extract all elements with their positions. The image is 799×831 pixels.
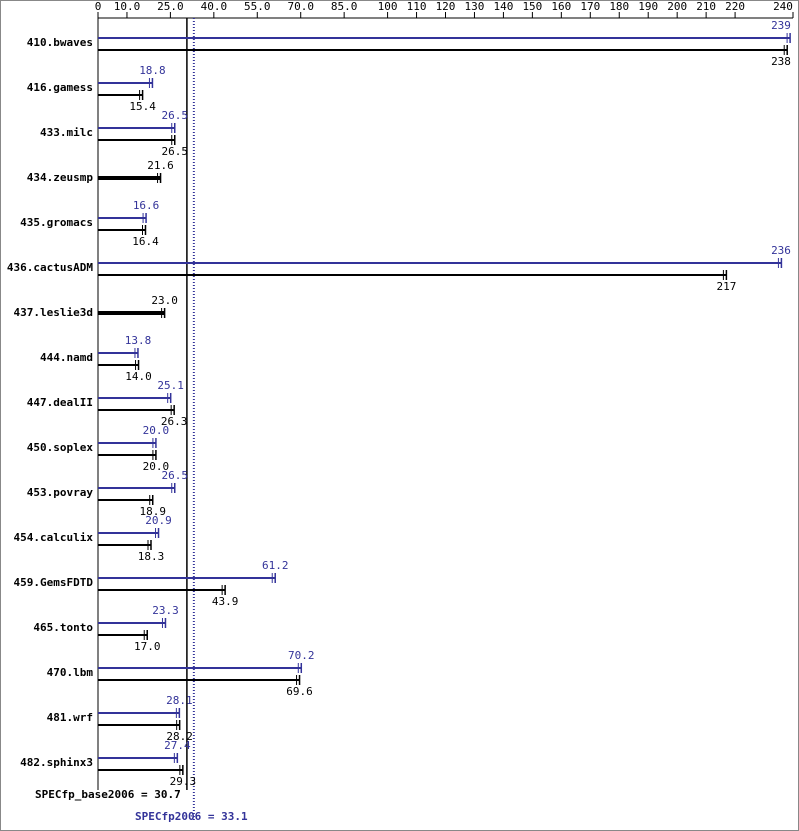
category-label: 447.dealII <box>27 396 93 409</box>
value-label: 20.9 <box>145 514 172 527</box>
category-label: 482.sphinx3 <box>20 756 93 769</box>
category-label: 454.calculix <box>14 531 94 544</box>
category-label: 416.gamess <box>27 81 93 94</box>
value-label: 13.8 <box>125 334 152 347</box>
value-label: 20.0 <box>143 424 170 437</box>
value-label: 14.0 <box>125 370 152 383</box>
category-label: 450.soplex <box>27 441 94 454</box>
value-label: 18.9 <box>139 505 166 518</box>
value-label: 43.9 <box>212 595 239 608</box>
value-label: 236 <box>771 244 791 257</box>
value-label: 26.5 <box>161 469 188 482</box>
x-tick-label: 160 <box>551 0 571 13</box>
category-label: 459.GemsFDTD <box>14 576 94 589</box>
x-tick-label: 130 <box>465 0 485 13</box>
x-tick-label: 190 <box>638 0 658 13</box>
x-tick-label: 140 <box>493 0 513 13</box>
category-label: 437.leslie3d <box>14 306 93 319</box>
x-tick-label: 210 <box>696 0 716 13</box>
category-label: 444.namd <box>40 351 93 364</box>
value-label: 18.8 <box>139 64 166 77</box>
x-tick-label: 40.0 <box>201 0 228 13</box>
x-tick-label: 10.0 <box>114 0 141 13</box>
x-tick-label: 85.0 <box>331 0 358 13</box>
value-label: 23.0 <box>151 294 178 307</box>
value-label: 26.5 <box>161 145 188 158</box>
category-label: 465.tonto <box>33 621 93 634</box>
value-label: 18.3 <box>138 550 165 563</box>
category-label: 436.cactusADM <box>7 261 93 274</box>
value-label: 20.0 <box>143 460 170 473</box>
x-tick-label: 110 <box>407 0 427 13</box>
reference-label: SPECfp_base2006 = 30.7 <box>35 788 181 801</box>
category-label: 453.povray <box>27 486 94 499</box>
value-label: 28.1 <box>166 694 193 707</box>
value-label: 17.0 <box>134 640 161 653</box>
category-label: 470.lbm <box>47 666 94 679</box>
category-label: 410.bwaves <box>27 36 93 49</box>
value-label: 29.3 <box>170 775 197 788</box>
value-label: 25.1 <box>157 379 184 392</box>
value-label: 16.6 <box>133 199 160 212</box>
value-label: 21.6 <box>147 159 174 172</box>
value-label: 28.2 <box>166 730 193 743</box>
value-label: 26.3 <box>161 415 188 428</box>
reference-label: SPECfp2006 = 33.1 <box>135 810 248 823</box>
x-tick-label: 170 <box>580 0 600 13</box>
category-label: 434.zeusmp <box>27 171 94 184</box>
value-label: 70.2 <box>288 649 315 662</box>
category-label: 433.milc <box>40 126 93 139</box>
x-tick-label: 150 <box>522 0 542 13</box>
x-tick-label: 55.0 <box>244 0 271 13</box>
value-label: 239 <box>771 19 791 32</box>
x-tick-label: 180 <box>609 0 629 13</box>
x-tick-label: 0 <box>95 0 102 13</box>
value-label: 238 <box>771 55 791 68</box>
value-label: 23.3 <box>152 604 179 617</box>
value-label: 16.4 <box>132 235 159 248</box>
x-tick-label: 70.0 <box>287 0 314 13</box>
value-label: 27.4 <box>164 739 191 752</box>
x-tick-label: 120 <box>436 0 456 13</box>
x-tick-label: 100 <box>378 0 398 13</box>
x-tick-label: 200 <box>667 0 687 13</box>
category-label: 481.wrf <box>47 711 93 724</box>
value-label: 61.2 <box>262 559 289 572</box>
category-label: 435.gromacs <box>20 216 93 229</box>
x-tick-label: 240 <box>773 0 793 13</box>
value-label: 15.4 <box>129 100 156 113</box>
x-tick-label: 25.0 <box>157 0 184 13</box>
value-label: 26.5 <box>161 109 188 122</box>
value-label: 217 <box>716 280 736 293</box>
value-label: 69.6 <box>286 685 313 698</box>
x-tick-label: 220 <box>725 0 745 13</box>
